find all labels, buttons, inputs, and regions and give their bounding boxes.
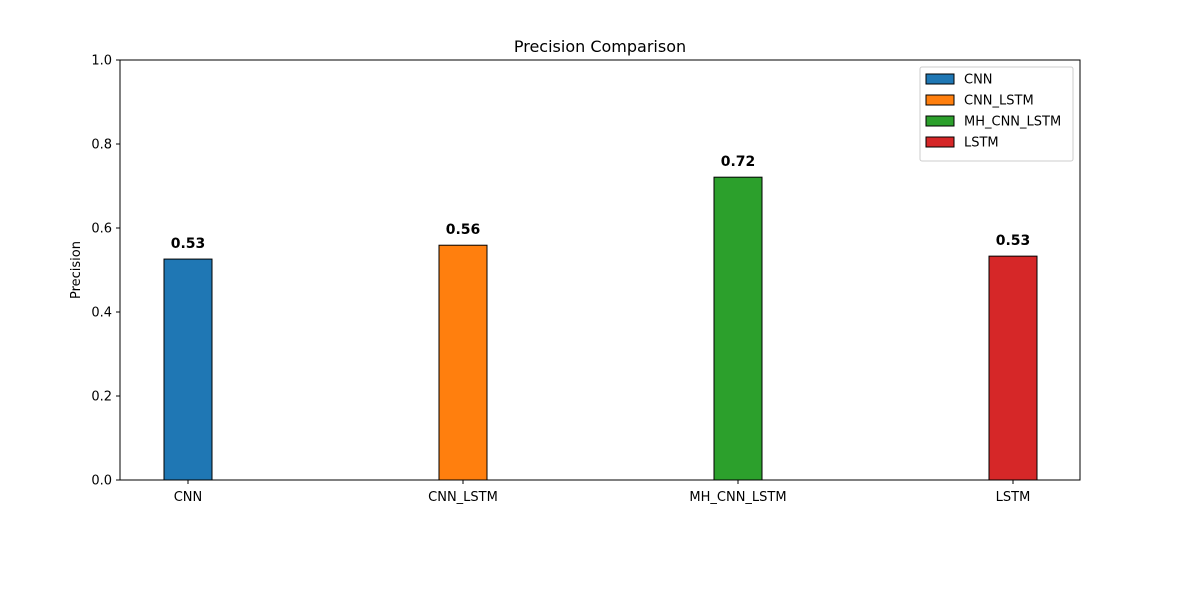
x-tick-label: LSTM xyxy=(996,490,1031,505)
legend-box xyxy=(919,66,1074,162)
y-tick-label: 1.0 xyxy=(91,54,112,69)
bars-layer xyxy=(163,176,1038,481)
x-tick-label: CNN xyxy=(174,490,203,505)
legend-label: LSTM xyxy=(964,136,999,151)
bar-mh-cnn-lstm xyxy=(713,176,763,481)
value-label: 0.53 xyxy=(996,233,1031,249)
x-tick-label: CNN_LSTM xyxy=(428,490,498,505)
legend-label: CNN xyxy=(964,73,993,88)
legend-swatch xyxy=(925,115,955,127)
bar-lstm xyxy=(988,255,1038,481)
x-tick-label: MH_CNN_LSTM xyxy=(689,490,786,505)
y-tick-label: 0.2 xyxy=(91,390,112,405)
y-tick-label: 0.6 xyxy=(91,222,112,237)
legend-swatch xyxy=(925,73,955,85)
value-label: 0.53 xyxy=(171,236,206,252)
plot-frame xyxy=(119,59,1081,481)
y-tick-label: 0.4 xyxy=(91,306,112,321)
legend-swatch xyxy=(925,94,955,106)
y-axis-label: Precision xyxy=(69,241,84,299)
legend-label: MH_CNN_LSTM xyxy=(964,115,1061,130)
y-tick-label: 0.8 xyxy=(91,138,112,153)
value-label: 0.72 xyxy=(721,154,756,170)
chart-title: Precision Comparison xyxy=(514,37,686,56)
x-axis: CNN CNN_LSTM MH_CNN_LSTM LSTM xyxy=(174,480,1031,505)
bar-cnn xyxy=(163,258,213,481)
y-tick-label: 0.0 xyxy=(91,474,112,489)
legend-label: CNN_LSTM xyxy=(964,94,1034,109)
legend-swatch xyxy=(925,136,955,148)
bar-cnn-lstm xyxy=(438,244,488,481)
value-labels-layer: 0.53 0.56 0.72 0.53 xyxy=(171,154,1031,252)
value-label: 0.56 xyxy=(446,222,481,238)
legend: CNN CNN_LSTM MH_CNN_LSTM LSTM xyxy=(919,66,1074,162)
y-axis: 0.0 0.2 0.4 0.6 0.8 1.0 xyxy=(91,54,120,489)
